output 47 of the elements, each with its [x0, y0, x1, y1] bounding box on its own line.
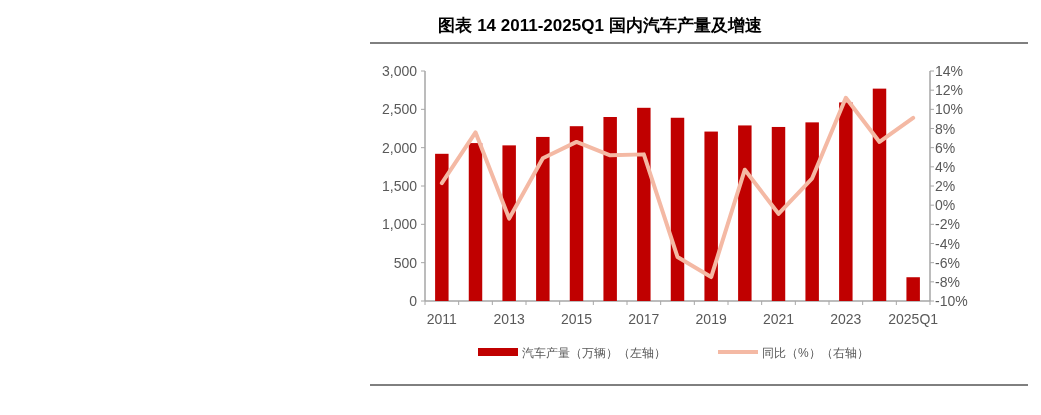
- bar: [468, 143, 483, 301]
- y2-tick-label: -8%: [935, 273, 960, 290]
- legend-label: 汽车产量（万辆）（左轴）: [522, 346, 666, 360]
- bar: [906, 277, 920, 301]
- y2-tick-label: -4%: [935, 235, 960, 252]
- bar: [704, 131, 718, 301]
- bar: [839, 102, 853, 301]
- bar: [805, 122, 819, 301]
- y2-tick-label: 10%: [935, 101, 964, 118]
- y2-tick-label: -6%: [935, 254, 960, 271]
- y-tick-label: 1,000: [381, 216, 418, 233]
- bar: [435, 153, 449, 301]
- bar: [872, 88, 887, 301]
- bar: [502, 145, 516, 301]
- y-tick-label: 2,000: [381, 139, 418, 156]
- bar: [536, 136, 550, 301]
- y-tick-label: 2,500: [381, 101, 418, 118]
- y-tick-label: 1,500: [381, 178, 418, 194]
- bar: [569, 126, 584, 301]
- y2-tick-label: 8%: [935, 120, 956, 137]
- x-tick-label: 2021: [762, 311, 795, 327]
- x-tick-label: 2025Q1: [888, 311, 939, 327]
- line-series: [439, 95, 916, 280]
- bar: [603, 117, 617, 301]
- y2-tick-label: -10%: [935, 293, 968, 309]
- y-tick-label: 3,000: [381, 63, 418, 79]
- bar: [670, 117, 685, 301]
- chart-title: 图表 14 2011-2025Q1 国内汽车产量及增速: [438, 16, 762, 35]
- x-tick-label: 2023: [830, 311, 862, 327]
- y2-tick-label: 0%: [935, 197, 956, 214]
- y2-tick-label: 12%: [935, 82, 964, 99]
- y2-tick-label: 2%: [935, 178, 956, 194]
- y2-tick-label: 14%: [935, 63, 964, 79]
- y2-tick-label: 4%: [935, 158, 956, 175]
- bar: [738, 125, 752, 301]
- bar: [771, 126, 786, 301]
- y2-tick-label: -2%: [935, 216, 960, 233]
- x-tick-label: 2019: [695, 311, 727, 327]
- x-tick-label: 2013: [493, 311, 525, 327]
- y-tick-label: 500: [393, 254, 418, 271]
- y2-tick-label: 6%: [935, 139, 956, 156]
- y-tick-label: 0: [409, 293, 418, 309]
- legend-label: 同比（%）（右轴）: [762, 346, 869, 360]
- x-tick-label: 2015: [560, 311, 593, 327]
- x-tick-label: 2011: [426, 311, 458, 327]
- x-tick-label: 2017: [628, 311, 660, 327]
- bar: [637, 107, 651, 301]
